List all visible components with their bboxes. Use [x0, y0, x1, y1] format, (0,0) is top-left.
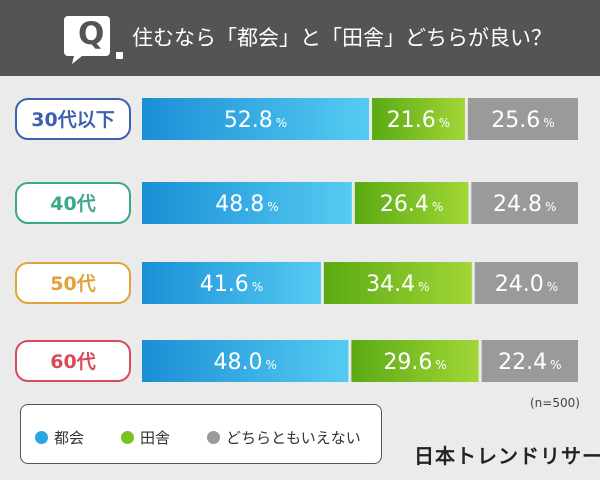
legend-label-countryside: 田舎: [140, 429, 171, 447]
sample-size: (n=500): [530, 396, 580, 410]
value-label-city: 52.8%: [224, 108, 287, 133]
value-label-neither: 22.4%: [498, 350, 561, 375]
value-label-countryside: 29.6%: [383, 350, 446, 375]
bar-segment-city: [142, 182, 352, 224]
legend-item-neither: どちらともいえない: [207, 427, 361, 448]
stacked-bar-chart: 30代以下 52.8% 21.6% 25.6 % 40代 48.8% 26.4% 24.8 % 50…: [15, 98, 578, 382]
brand-logo: 日本トレンドリサーチ: [414, 444, 600, 468]
legend-label-neither: どちらともいえない: [226, 429, 361, 447]
bar-segment-neither: [481, 340, 578, 382]
gray-circle-icon: [207, 431, 220, 444]
bar-segment-city: [142, 98, 370, 140]
legend-item-city: 都会: [35, 427, 84, 448]
value-label-neither: 24.0%: [495, 272, 558, 297]
question-header: Q 住むなら「都会」と「田舎」どちらが良い？: [0, 0, 600, 76]
green-circle-icon: [121, 431, 134, 444]
age-group-label: 40代: [50, 193, 95, 215]
age-group-label: 30代以下: [31, 109, 114, 131]
q-letter: Q: [78, 16, 105, 52]
value-label-city: 41.6%: [200, 272, 263, 297]
bar-segment-city: [142, 262, 321, 304]
value-label-countryside: 26.4%: [380, 192, 443, 217]
age-group-label: 60代: [50, 351, 95, 373]
age-group-pill: [15, 98, 131, 140]
bar-segment-neither: [474, 262, 578, 304]
bar-segment-countryside: [323, 262, 472, 304]
value-label-city: 48.0%: [214, 350, 277, 375]
value-label-countryside: 21.6%: [387, 108, 450, 133]
age-group-pill: [15, 262, 131, 304]
bar-segment-neither: [471, 182, 578, 224]
age-group-label: 50代: [50, 273, 95, 295]
legend-label-city: 都会: [54, 429, 85, 447]
age-group-pill: [15, 182, 131, 224]
value-label-city: 48.8%: [215, 192, 278, 217]
blue-circle-icon: [35, 431, 48, 444]
bar-segment-city: [142, 340, 349, 382]
legend-item-countryside: 田舎: [121, 427, 170, 448]
value-label-neither: 24.8%: [493, 192, 556, 217]
value-label-countryside: 34.4%: [366, 272, 429, 297]
age-group-pill: [15, 340, 131, 382]
bar-segment-countryside: [372, 98, 465, 140]
value-label-neither: 25.6%: [491, 108, 554, 133]
bar-segment-neither: [467, 98, 578, 140]
legend: 都会 田舎 どちらともいえない: [20, 404, 382, 464]
q-badge-icon: [64, 16, 110, 64]
bar-segment-countryside: [354, 182, 469, 224]
question-title: 住むなら「都会」と「田舎」どちらが良い？: [132, 26, 552, 50]
bar-segment-countryside: [351, 340, 479, 382]
q-dot: [116, 52, 123, 59]
